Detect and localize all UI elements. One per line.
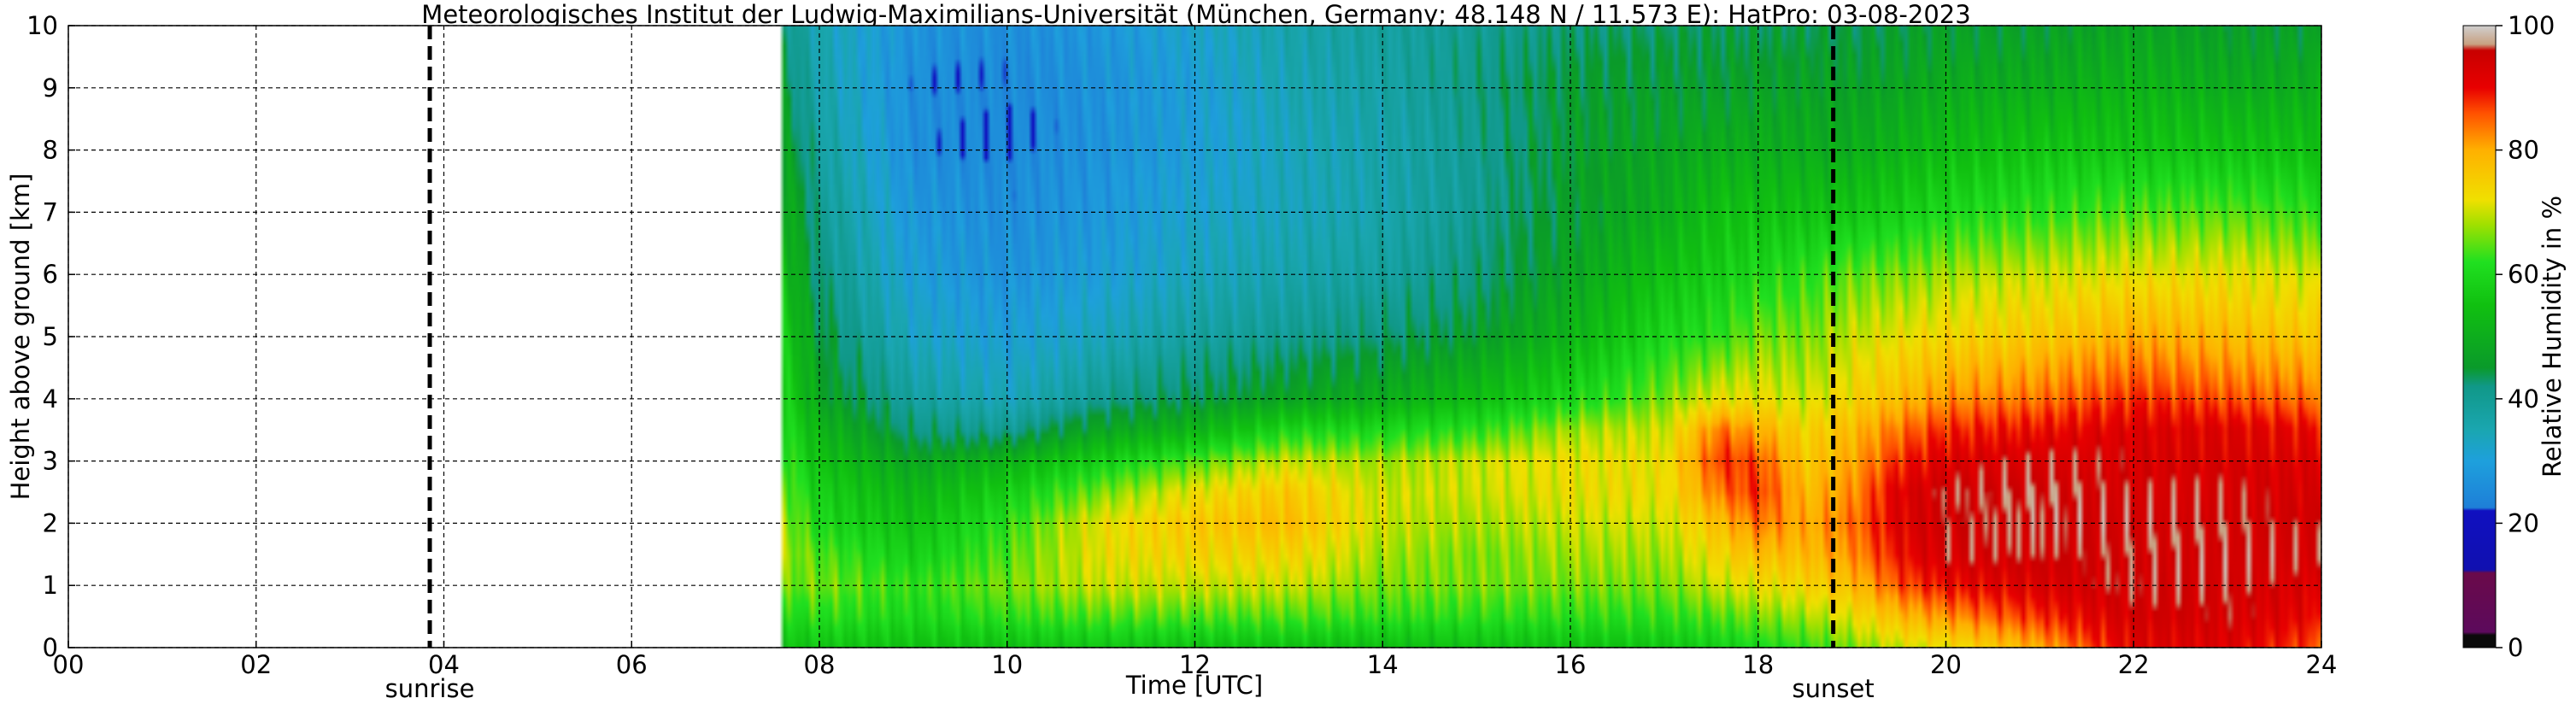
x-tick-label: 00 <box>53 650 85 679</box>
colorbar-label: Relative Humidity in % <box>2538 196 2567 478</box>
colorbar-ticks: 0 20 40 60 80 100 <box>2496 11 2555 662</box>
x-tick-label: 06 <box>616 650 648 679</box>
y-tick-label: 3 <box>43 447 58 476</box>
y-tick-label: 6 <box>43 260 58 289</box>
y-tick-label: 1 <box>43 571 58 600</box>
x-tick-label: 16 <box>1555 650 1587 679</box>
chart-title: Meteorologisches Institut der Ludwig-Max… <box>421 0 1970 29</box>
x-tick-label: 18 <box>1742 650 1774 679</box>
x-tick-label: 14 <box>1367 650 1399 679</box>
x-axis-label: Time [UTC] <box>1125 671 1263 700</box>
y-tick-label: 8 <box>43 136 58 165</box>
x-tick-label: 12 <box>1179 650 1211 679</box>
sunrise-label: sunrise <box>385 674 475 703</box>
sun-markers <box>427 26 1836 648</box>
y-tick-label: 10 <box>26 11 58 40</box>
colorbar: 0 20 40 60 80 100 Relative Humidity in % <box>2462 11 2567 662</box>
x-tick-label: 24 <box>2306 650 2338 679</box>
x-tick-label: 04 <box>428 650 460 679</box>
colorbar-tick-label: 0 <box>2508 633 2523 662</box>
axis-ticks: 00 02 04 06 08 10 12 14 16 18 20 22 24012345678910su… <box>26 11 2337 703</box>
x-tick-label: 02 <box>240 650 272 679</box>
y-tick-label: 0 <box>43 633 58 662</box>
sunset-label: sunset <box>1793 674 1875 703</box>
colorbar-tick-label: 100 <box>2508 11 2555 40</box>
x-tick-label: 08 <box>804 650 836 679</box>
y-tick-label: 7 <box>43 197 58 226</box>
x-tick-label: 22 <box>2118 650 2150 679</box>
y-tick-label: 5 <box>43 322 58 351</box>
colorbar-tick-label: 60 <box>2508 260 2539 289</box>
colorbar-tick-label: 80 <box>2508 136 2539 165</box>
plot-area: 00 02 04 06 08 10 12 14 16 18 20 22 24012345678910su… <box>26 11 2337 703</box>
x-tick-label: 20 <box>1930 650 1962 679</box>
y-tick-label: 4 <box>43 384 58 414</box>
y-axis-label: Height above ground [km] <box>6 173 35 501</box>
colorbar-tick-label: 40 <box>2508 384 2539 414</box>
y-tick-label: 9 <box>43 73 58 103</box>
colorbar-gradient <box>2462 25 2497 648</box>
colorbar-tick-label: 20 <box>2508 508 2539 537</box>
y-tick-label: 2 <box>43 508 58 537</box>
x-tick-label: 10 <box>991 650 1023 679</box>
